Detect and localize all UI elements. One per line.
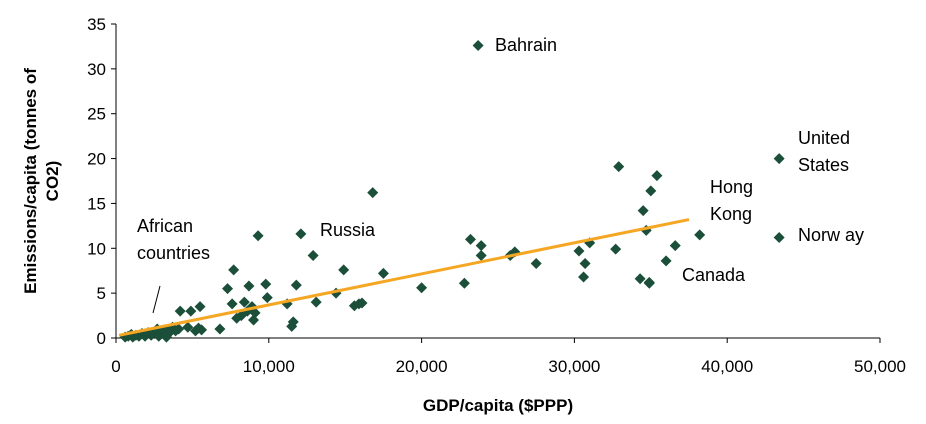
data-point [530,258,542,270]
data-points [119,40,785,343]
data-point [307,249,319,261]
data-point [222,283,234,295]
data-point [196,324,208,336]
data-point [261,292,273,304]
data-point [458,277,470,289]
data-point [643,277,655,289]
annotation-label: African countries [137,216,210,263]
annotations: Bahrain Russia African countries Hong Kong Uni… [137,35,864,314]
data-point [579,258,591,270]
data-point [509,246,521,258]
y-tick-label: 0 [97,329,106,348]
x-axis-title: GDP/capita ($PPP) [423,396,573,415]
data-point [238,296,250,308]
x-tick-label: 20,000 [396,357,448,376]
data-point [173,323,185,335]
annotation-line: Hong [710,177,753,197]
data-point [472,40,484,52]
annotation-label: Canada [682,265,746,285]
y-tick-label: 30 [87,60,106,79]
annotation-label: Norw ay [798,225,864,245]
axes: 0 5 10 15 20 25 30 35 0 10,000 20,000 30,000 40,000 5… [87,15,906,376]
data-point [464,233,476,245]
data-point [634,273,646,285]
data-point [194,301,206,313]
data-point [226,298,238,310]
data-point [228,264,240,276]
y-tick-label: 5 [97,284,106,303]
data-point [185,305,197,317]
data-point [252,230,264,242]
data-point [290,279,302,291]
data-point [645,185,657,197]
data-point [295,228,307,240]
data-point [249,307,261,319]
data-point [310,296,322,308]
data-point [613,161,625,173]
data-point [377,267,389,279]
data-point [773,232,785,244]
annotation-label: United States [798,128,850,175]
data-point [651,170,663,182]
data-point [610,243,622,255]
y-tick-label: 20 [87,150,106,169]
data-point [174,305,186,317]
y-tick-label: 15 [87,194,106,213]
annotation-line: Russia [320,220,376,240]
x-tick-label: 0 [111,357,120,376]
annotation-line: Norw ay [798,225,864,245]
y-tick-label: 35 [87,15,106,34]
y-axis-title: Emissions/capita (tonnes of CO2) [21,68,62,294]
y-axis-title-line: CO2) [43,161,62,202]
y-tick-label: 10 [87,239,106,258]
trendline-group [118,218,690,337]
data-point [475,249,487,261]
x-tick-label: 40,000 [701,357,753,376]
annotation-label: Hong Kong [710,177,753,224]
data-point [182,321,194,333]
data-point [243,280,255,292]
data-point [214,323,226,335]
annotation-line: United [798,128,850,148]
y-axis-title-line: Emissions/capita (tonnes of [21,68,40,294]
data-point [248,314,260,326]
annotation-line: Bahrain [495,35,557,55]
data-point [356,297,368,309]
data-point [660,255,672,267]
annotation-line: Canada [682,265,746,285]
data-point [669,240,681,252]
annotation-line: States [798,155,849,175]
y-tick-label: 25 [87,105,106,124]
data-point [367,187,379,199]
data-point [287,316,299,328]
data-point [416,282,428,294]
data-point [773,153,785,165]
data-point [338,264,350,276]
annotation-line: African [137,216,193,236]
x-tick-label: 10,000 [243,357,295,376]
x-tick-label: 30,000 [548,357,600,376]
x-tick-label: 50,000 [854,357,906,376]
trendline [118,218,690,337]
annotation-label: Bahrain [495,35,557,55]
data-point [637,205,649,217]
data-point [578,271,590,283]
annotation-label: Russia [320,220,376,240]
annotation-line: countries [137,243,210,263]
data-point [475,240,487,252]
annotation-leader [152,285,161,314]
annotation-line: Kong [710,204,752,224]
data-point [573,245,585,257]
data-point [694,229,706,241]
data-point [260,278,272,290]
